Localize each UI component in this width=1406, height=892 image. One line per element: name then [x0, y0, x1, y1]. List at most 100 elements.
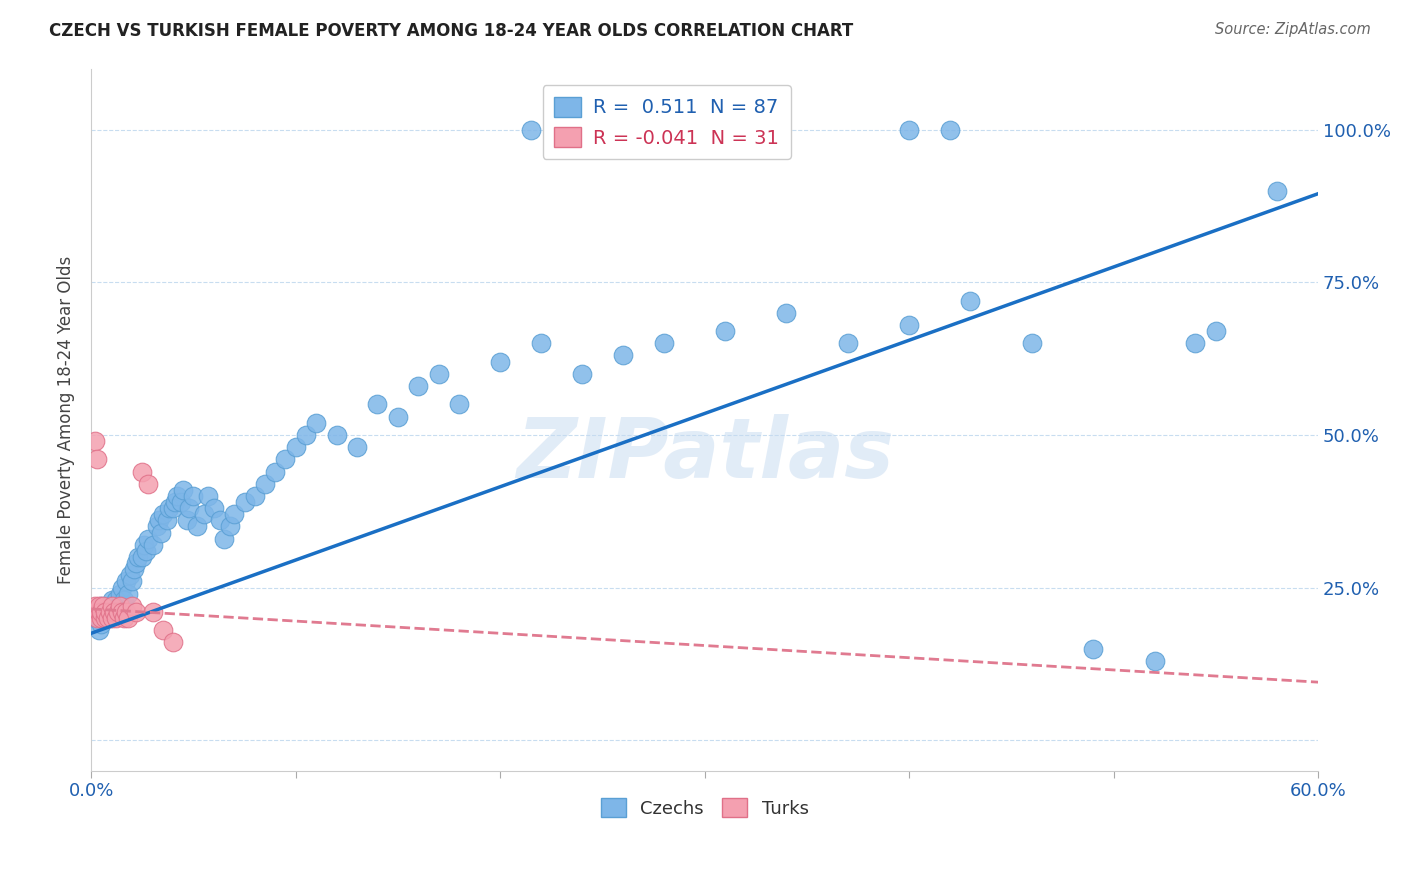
Point — [104, 611, 127, 625]
Point — [837, 336, 859, 351]
Point — [93, 605, 115, 619]
Point — [183, 489, 205, 503]
Point — [98, 611, 121, 625]
Point — [1143, 654, 1166, 668]
Point — [84, 611, 107, 625]
Point — [530, 336, 553, 351]
Point — [1184, 336, 1206, 351]
Point — [162, 501, 184, 516]
Point — [141, 605, 163, 619]
Point — [121, 574, 143, 589]
Point — [489, 354, 512, 368]
Point — [103, 605, 125, 619]
Point — [89, 624, 111, 638]
Point — [93, 599, 115, 613]
Point — [141, 538, 163, 552]
Point — [1348, 122, 1371, 136]
Point — [98, 605, 121, 619]
Point — [193, 508, 215, 522]
Point — [122, 562, 145, 576]
Point — [156, 513, 179, 527]
Point — [274, 452, 297, 467]
Point — [94, 611, 117, 625]
Point — [94, 605, 117, 619]
Point — [112, 592, 135, 607]
Point — [100, 611, 122, 625]
Point — [233, 495, 256, 509]
Point — [90, 617, 112, 632]
Point — [82, 605, 104, 619]
Point — [295, 428, 318, 442]
Point — [959, 293, 981, 308]
Point — [135, 544, 157, 558]
Point — [131, 465, 153, 479]
Point — [166, 489, 188, 503]
Point — [108, 586, 131, 600]
Point — [1205, 324, 1227, 338]
Point — [571, 367, 593, 381]
Point — [138, 476, 160, 491]
Point — [115, 574, 138, 589]
Point — [1265, 184, 1288, 198]
Point — [86, 452, 108, 467]
Point — [94, 611, 117, 625]
Point — [775, 306, 797, 320]
Point — [90, 611, 112, 625]
Point — [176, 513, 198, 527]
Point — [212, 532, 235, 546]
Text: CZECH VS TURKISH FEMALE POVERTY AMONG 18-24 YEAR OLDS CORRELATION CHART: CZECH VS TURKISH FEMALE POVERTY AMONG 18… — [49, 22, 853, 40]
Point — [96, 599, 118, 613]
Point — [86, 611, 108, 625]
Point — [162, 635, 184, 649]
Point — [100, 599, 122, 613]
Point — [108, 599, 131, 613]
Point — [125, 556, 148, 570]
Point — [1021, 336, 1043, 351]
Point — [253, 476, 276, 491]
Point — [149, 525, 172, 540]
Point — [112, 611, 135, 625]
Point — [172, 483, 194, 497]
Point — [714, 324, 737, 338]
Point — [125, 605, 148, 619]
Point — [243, 489, 266, 503]
Point — [202, 501, 225, 516]
Point — [111, 581, 134, 595]
Point — [652, 336, 675, 351]
Point — [346, 440, 368, 454]
Point — [898, 318, 921, 332]
Point — [179, 501, 201, 516]
Point — [208, 513, 231, 527]
Point — [170, 495, 193, 509]
Point — [84, 599, 107, 613]
Point — [89, 599, 111, 613]
Point — [90, 599, 112, 613]
Point — [131, 549, 153, 564]
Point — [305, 416, 328, 430]
Legend: Czechs, Turks: Czechs, Turks — [593, 791, 815, 825]
Point — [1083, 641, 1105, 656]
Point — [284, 440, 307, 454]
Point — [387, 409, 409, 424]
Text: ZIPatlas: ZIPatlas — [516, 414, 894, 495]
Point — [134, 538, 156, 552]
Point — [366, 397, 388, 411]
Point — [163, 495, 186, 509]
Point — [550, 122, 572, 136]
Text: Source: ZipAtlas.com: Source: ZipAtlas.com — [1215, 22, 1371, 37]
Point — [264, 465, 287, 479]
Point — [117, 586, 139, 600]
Point — [152, 508, 174, 522]
Point — [104, 592, 127, 607]
Point — [197, 489, 219, 503]
Point — [107, 599, 129, 613]
Point — [1389, 122, 1406, 136]
Point — [117, 611, 139, 625]
Point — [103, 605, 125, 619]
Point — [90, 605, 112, 619]
Point — [449, 397, 471, 411]
Point — [325, 428, 347, 442]
Point — [111, 605, 134, 619]
Point — [520, 122, 543, 136]
Point — [100, 599, 122, 613]
